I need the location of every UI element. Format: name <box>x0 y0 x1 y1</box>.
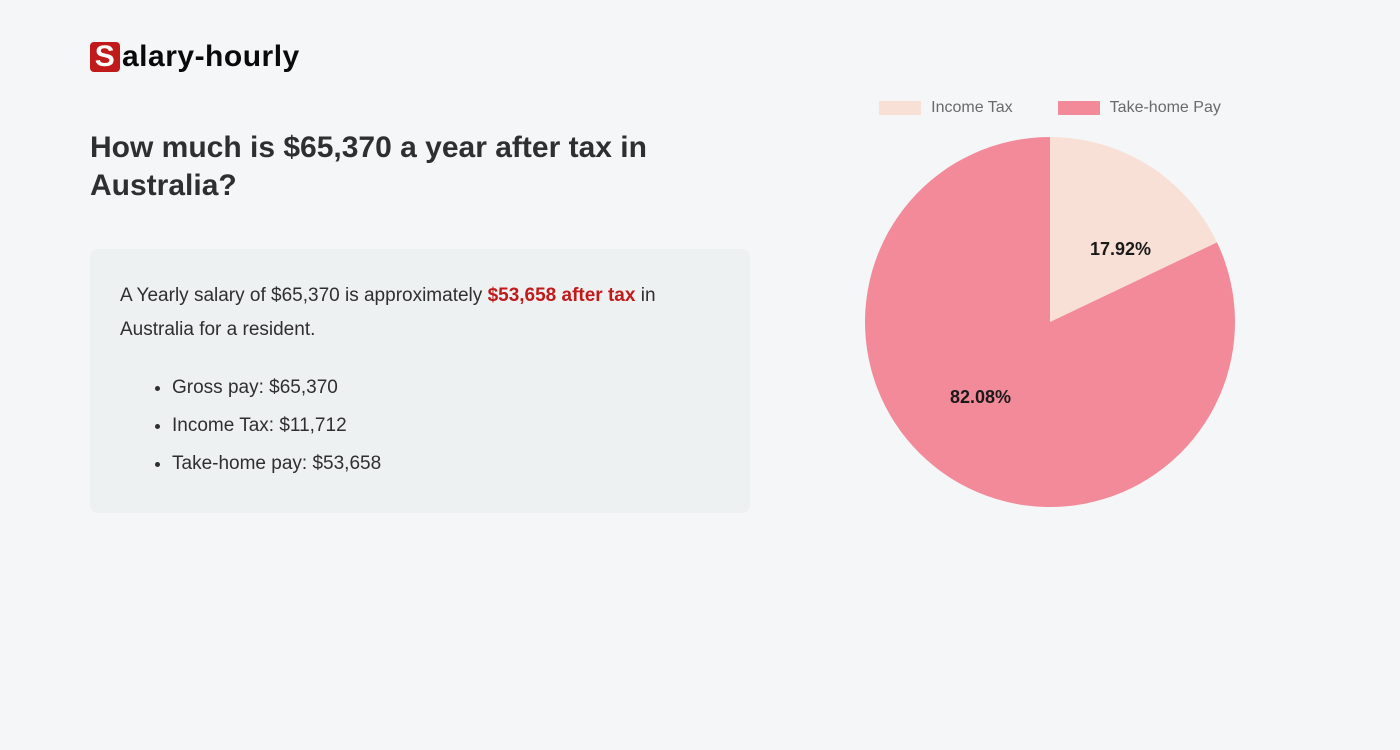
summary-prefix: A Yearly salary of $65,370 is approximat… <box>120 285 488 306</box>
pie-svg <box>865 137 1235 507</box>
pie-chart: 17.92% 82.08% <box>865 137 1235 507</box>
logo-text: alary-hourly <box>122 40 300 74</box>
chart-legend: Income Tax Take-home Pay <box>879 99 1221 117</box>
pie-label-takehome: 82.08% <box>950 387 1011 408</box>
legend-label-incometax: Income Tax <box>931 99 1013 117</box>
legend-swatch-takehome <box>1058 101 1100 115</box>
logo-badge: S <box>90 42 120 72</box>
page-title: How much is $65,370 a year after tax in … <box>90 129 750 204</box>
bullet-takehome: Take-home pay: $53,658 <box>172 445 720 483</box>
site-logo: Salary-hourly <box>90 40 1310 74</box>
summary-text: A Yearly salary of $65,370 is approximat… <box>120 279 720 347</box>
bullet-gross: Gross pay: $65,370 <box>172 369 720 407</box>
summary-box: A Yearly salary of $65,370 is approximat… <box>90 249 750 513</box>
summary-highlight: $53,658 after tax <box>488 285 636 306</box>
legend-item-incometax: Income Tax <box>879 99 1013 117</box>
chart-column: Income Tax Take-home Pay 17.92% 82.08% <box>810 99 1290 507</box>
legend-label-takehome: Take-home Pay <box>1110 99 1221 117</box>
left-column: How much is $65,370 a year after tax in … <box>90 129 750 513</box>
pie-label-incometax: 17.92% <box>1090 239 1151 260</box>
legend-item-takehome: Take-home Pay <box>1058 99 1221 117</box>
legend-swatch-incometax <box>879 101 921 115</box>
summary-bullets: Gross pay: $65,370 Income Tax: $11,712 T… <box>120 369 720 483</box>
bullet-incometax: Income Tax: $11,712 <box>172 407 720 445</box>
